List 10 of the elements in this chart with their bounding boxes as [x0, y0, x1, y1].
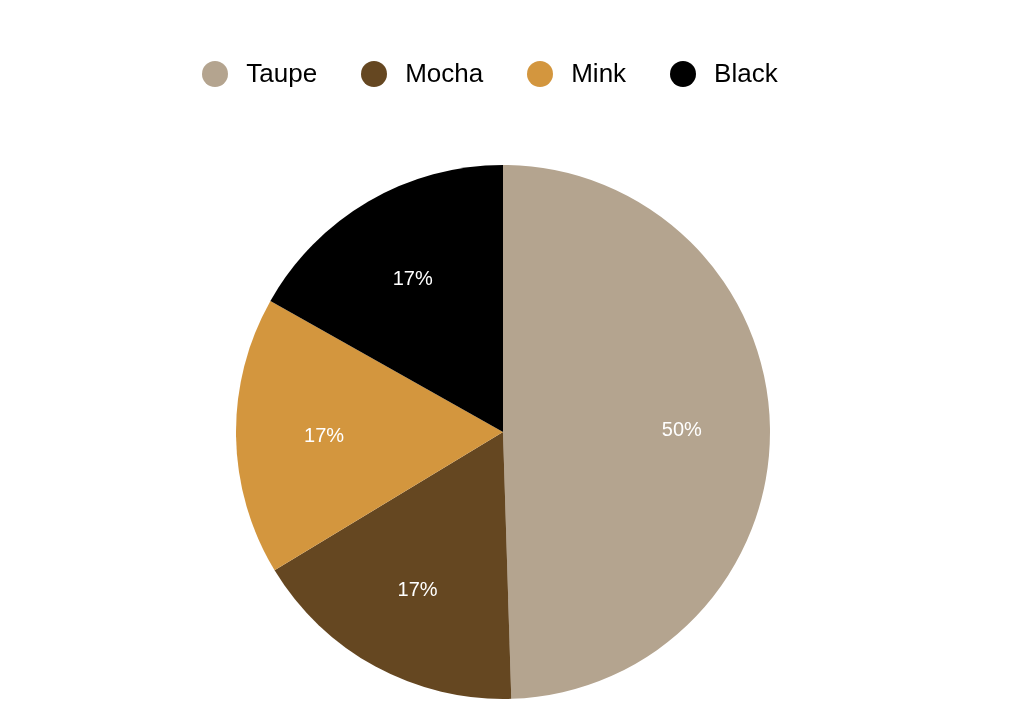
legend-label: Taupe: [246, 58, 318, 89]
legend-label: Mocha: [405, 58, 484, 89]
data-label: 50%: [661, 418, 703, 441]
data-label: 17%: [392, 266, 433, 289]
legend-label: Mink: [571, 58, 627, 89]
legend-label: Black: [714, 58, 778, 89]
pie-slice: [503, 165, 770, 699]
data-label: 17%: [397, 578, 438, 601]
pie-slice: [236, 300, 503, 571]
data-label: 17%: [304, 423, 345, 446]
